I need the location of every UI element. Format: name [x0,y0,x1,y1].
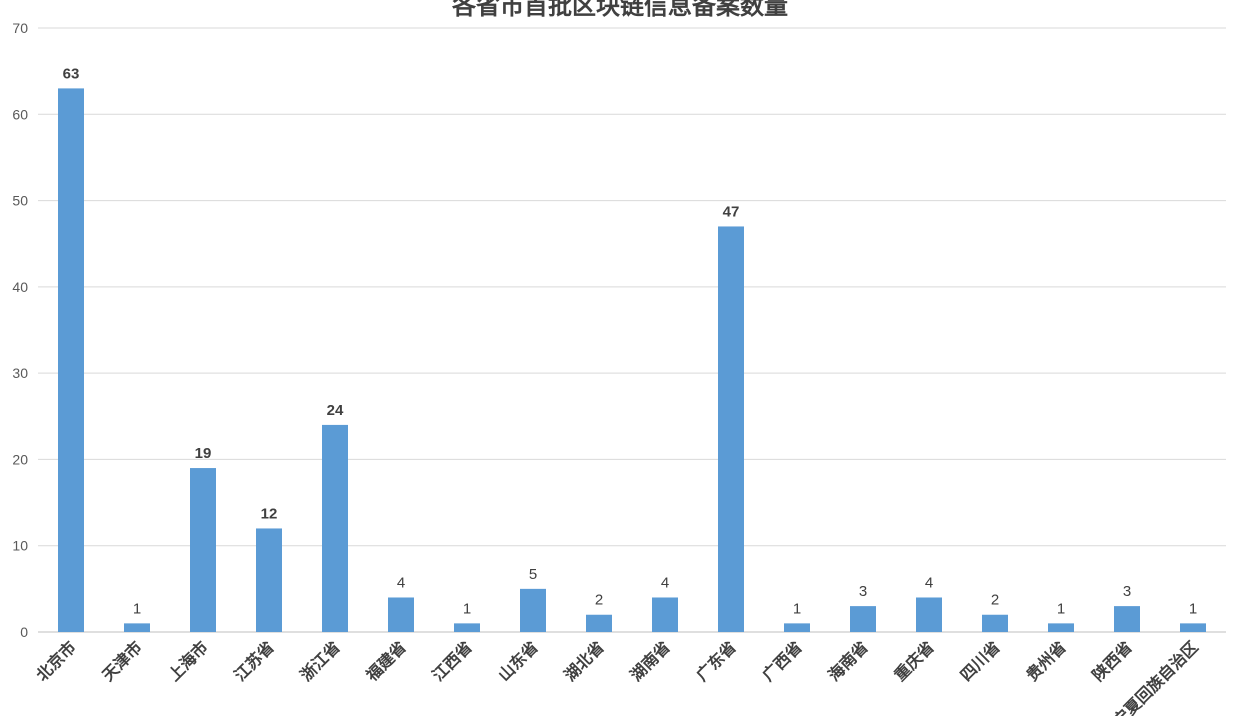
y-tick-label: 30 [12,365,28,381]
x-tick-label: 湖北省 [560,637,607,684]
x-tick-label: 北京市 [32,637,79,684]
data-label: 1 [463,600,471,617]
data-label: 4 [397,574,405,591]
bar [1048,623,1074,632]
bar [1114,606,1140,632]
bar [982,614,1008,632]
bar [190,468,216,632]
x-tick-label: 广东省 [692,637,739,684]
bar [652,597,678,632]
bar [58,88,84,632]
y-tick-label: 60 [12,106,28,122]
x-tick-label: 浙江省 [296,637,343,684]
x-tick-label: 重庆省 [890,637,937,684]
bar [916,597,942,632]
bar [1180,623,1206,632]
bar [718,226,744,632]
x-tick-label: 江苏省 [230,637,277,684]
data-label: 2 [991,592,999,609]
x-tick-label: 贵州省 [1022,637,1069,684]
data-label: 12 [261,505,278,522]
data-label: 1 [1189,600,1197,617]
bar [784,623,810,632]
data-label: 4 [925,574,933,591]
bar [256,528,282,632]
y-tick-label: 40 [12,279,28,295]
bar [388,597,414,632]
x-tick-label: 上海市 [164,637,211,684]
x-tick-label: 山东省 [494,637,541,684]
data-label: 1 [793,600,801,617]
x-tick-label: 海南省 [824,637,871,684]
x-tick-label: 湖南省 [626,637,673,684]
data-label: 1 [1057,600,1065,617]
x-tick-label: 四川省 [956,637,1003,684]
data-label: 63 [63,65,80,82]
y-tick-label: 20 [12,451,28,467]
data-label: 5 [529,566,537,583]
chart-title: 各省市首批区块链信息备案数量 [452,0,788,20]
data-label: 1 [133,600,141,617]
data-label: 3 [1123,583,1131,600]
bar [850,606,876,632]
data-label: 19 [195,445,212,462]
bar [124,623,150,632]
x-tick-label: 天津市 [98,637,145,684]
y-tick-label: 10 [12,538,28,554]
data-label: 3 [859,583,867,600]
data-label: 47 [723,203,740,220]
y-tick-label: 0 [20,624,28,640]
x-tick-label: 福建省 [362,637,410,685]
data-label: 4 [661,574,669,591]
x-tick-label: 陕西省 [1088,637,1135,684]
bar [520,588,546,632]
x-tick-label: 江西省 [428,637,475,684]
bar [322,424,348,632]
bar [586,614,612,632]
data-label: 2 [595,592,603,609]
data-label: 24 [327,402,344,419]
bar [454,623,480,632]
x-tick-label: 广西省 [758,637,805,684]
y-tick-label: 50 [12,193,28,209]
y-tick-label: 70 [12,20,28,36]
